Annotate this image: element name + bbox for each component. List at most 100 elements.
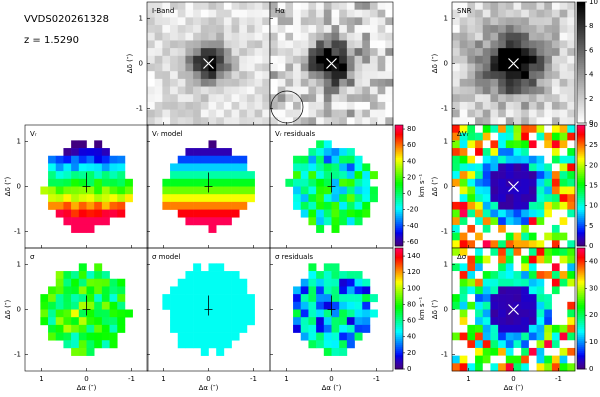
map-pixel bbox=[559, 347, 568, 356]
map-pixel bbox=[544, 125, 553, 133]
map-pixel bbox=[277, 25, 286, 34]
colorbar: 302520151050km s⁻¹ bbox=[576, 121, 598, 250]
map-pixel bbox=[346, 55, 355, 64]
map-pixel bbox=[475, 32, 484, 41]
map-pixel bbox=[559, 86, 568, 95]
map-pixel bbox=[109, 301, 118, 310]
map-pixel bbox=[316, 32, 325, 41]
map-pixel bbox=[262, 2, 271, 10]
colorbar-step bbox=[395, 280, 403, 283]
map-pixel bbox=[459, 186, 468, 195]
map-pixel bbox=[490, 163, 499, 172]
map-pixel bbox=[528, 332, 537, 341]
map-pixel bbox=[339, 2, 348, 10]
map-pixel bbox=[377, 55, 386, 64]
map-pixel bbox=[323, 217, 332, 226]
map-pixel bbox=[78, 140, 87, 149]
map-pixel bbox=[71, 301, 80, 310]
map-pixel bbox=[71, 317, 80, 326]
colorbar-step bbox=[577, 127, 585, 130]
map-pixel bbox=[177, 340, 186, 349]
map-pixel bbox=[467, 347, 476, 356]
map-pixel bbox=[293, 201, 302, 210]
map-pixel bbox=[362, 201, 371, 210]
map-pixel bbox=[200, 86, 209, 95]
colorbar-step bbox=[395, 203, 403, 207]
map-pixel bbox=[308, 294, 317, 303]
map-pixel bbox=[505, 340, 514, 349]
map-pixel bbox=[346, 294, 355, 303]
map-pixel bbox=[339, 171, 348, 180]
map-pixel bbox=[270, 40, 278, 49]
map-pixel bbox=[101, 201, 110, 210]
map-pixel bbox=[94, 301, 103, 310]
map-pixel bbox=[193, 101, 202, 110]
colorbar-step bbox=[395, 201, 403, 205]
map-pixel bbox=[505, 9, 514, 18]
map-pixel bbox=[482, 63, 491, 72]
colorbar-step bbox=[395, 296, 403, 299]
map-pixel bbox=[323, 17, 332, 26]
colorbar-step bbox=[577, 46, 585, 49]
map-pixel bbox=[162, 25, 171, 34]
map-pixel bbox=[490, 155, 499, 164]
map-pixel bbox=[223, 148, 232, 157]
map-pixel bbox=[452, 48, 460, 57]
map-pixel bbox=[101, 194, 110, 203]
colorbar-step bbox=[577, 171, 585, 174]
map-pixel bbox=[536, 17, 545, 26]
map-pixel bbox=[521, 355, 530, 364]
map-pixel bbox=[101, 163, 110, 172]
map-pixel bbox=[63, 178, 72, 187]
map-pixel bbox=[513, 201, 522, 210]
map-pixel bbox=[528, 278, 537, 287]
map-pixel bbox=[308, 63, 317, 72]
map-pixel bbox=[459, 232, 468, 241]
map-pixel bbox=[475, 117, 484, 126]
colorbar-tick-label: 20 bbox=[589, 311, 598, 319]
map-pixel bbox=[308, 271, 317, 280]
map-pixel bbox=[147, 94, 155, 103]
map-pixel bbox=[528, 363, 537, 372]
map-pixel bbox=[200, 201, 209, 210]
colorbar-step bbox=[395, 254, 403, 257]
map-pixel bbox=[452, 163, 460, 172]
map-pixel bbox=[101, 278, 110, 287]
map-pixel bbox=[339, 317, 348, 326]
map-pixel bbox=[498, 132, 507, 141]
map-pixel bbox=[505, 171, 514, 180]
colorbar-tick-label: 60 bbox=[407, 317, 416, 325]
map-pixel bbox=[452, 278, 460, 287]
map-pixel bbox=[459, 71, 468, 80]
map-pixel bbox=[185, 101, 194, 110]
map-pixel bbox=[63, 286, 72, 295]
map-pixel bbox=[223, 209, 232, 218]
map-pixel bbox=[536, 117, 545, 126]
map-pixel bbox=[154, 94, 163, 103]
map-pixel bbox=[369, 78, 378, 87]
map-pixel bbox=[308, 117, 317, 126]
map-pixel bbox=[293, 301, 302, 310]
colorbar-tick-label: 5 bbox=[589, 222, 593, 230]
map-pixel bbox=[362, 17, 371, 26]
map-pixel bbox=[170, 40, 179, 49]
map-pixel bbox=[109, 186, 118, 195]
map-pixel bbox=[354, 9, 363, 18]
map-pixel bbox=[162, 194, 171, 203]
map-pixel bbox=[490, 117, 499, 126]
map-pixel bbox=[551, 148, 560, 157]
map-pixel bbox=[71, 294, 80, 303]
map-pixel bbox=[331, 155, 340, 164]
map-pixel bbox=[71, 309, 80, 318]
colorbar-step bbox=[577, 153, 585, 156]
colorbar-step bbox=[577, 280, 585, 283]
colorbar: 403020100km s⁻¹ bbox=[576, 247, 598, 373]
colorbar-step bbox=[395, 362, 403, 366]
y-tick-label: 0 bbox=[17, 306, 21, 314]
x-tick-label: 0 bbox=[329, 375, 333, 383]
map-pixel bbox=[231, 25, 240, 34]
map-pixel bbox=[208, 217, 217, 226]
map-pixel bbox=[505, 132, 514, 141]
map-pixel bbox=[270, 117, 278, 126]
map-pixel bbox=[117, 201, 126, 210]
